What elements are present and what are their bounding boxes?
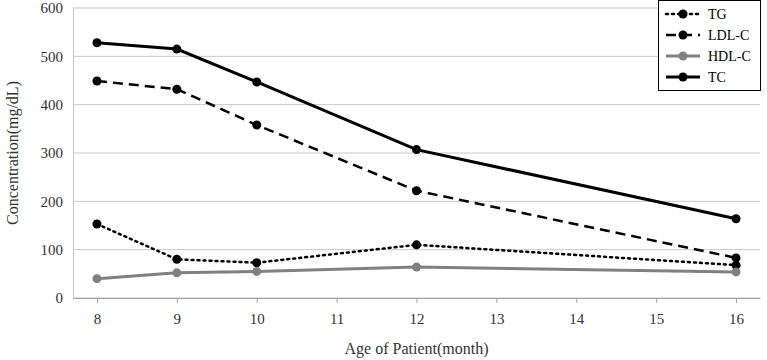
x-tick-mark: [496, 298, 497, 303]
legend-item: LDL-C: [666, 28, 749, 43]
series-marker: [172, 85, 181, 94]
series-marker: [252, 258, 261, 267]
x-tick-label: 16: [729, 311, 745, 327]
series-marker: [92, 38, 101, 47]
x-tick-label: 15: [649, 311, 664, 327]
x-tick-label: 9: [174, 311, 182, 327]
legend-label: TG: [708, 7, 727, 22]
legend-item: TG: [666, 7, 727, 22]
x-tick-mark: [417, 298, 418, 303]
x-tick: 10: [250, 298, 265, 327]
grid-line: [73, 8, 760, 9]
x-tick: 11: [330, 298, 344, 327]
x-tick-mark: [177, 298, 178, 303]
chart: 0 100 200 300 400 500 600 8 9 10 11 12 13 14 15 16 Age o…: [0, 0, 767, 360]
legend-marker: [679, 73, 688, 82]
y-tick: 300: [41, 145, 74, 161]
series-marker: [732, 267, 741, 276]
legend: TG LDL-C HDL-C TC: [659, 1, 761, 91]
plot: 0 100 200 300 400 500 600 8 9 10 11 12 13 14 15 16: [41, 0, 761, 326]
series-marker: [732, 253, 741, 262]
series-marker: [92, 274, 101, 283]
x-tick-mark: [656, 298, 657, 303]
series-line: [97, 43, 736, 219]
x-tick-label: 12: [410, 311, 425, 327]
y-axis-line: [73, 9, 74, 299]
y-tick: 400: [41, 97, 74, 113]
y-tick-label: 300: [41, 145, 64, 161]
x-tick-label: 14: [569, 311, 585, 327]
legend-label: TC: [708, 70, 726, 85]
y-tick-label: 0: [56, 290, 64, 306]
series-marker: [252, 120, 261, 129]
x-tick: 8: [94, 298, 102, 327]
x-tick: 16: [729, 298, 745, 327]
series-marker: [92, 76, 101, 85]
legend-item: HDL-C: [666, 49, 751, 64]
y-tick-label: 400: [41, 97, 64, 113]
x-tick: 15: [649, 298, 664, 327]
x-tick-label: 11: [330, 311, 344, 327]
grid: [73, 8, 760, 298]
x-tick-mark: [97, 298, 98, 303]
series-marker: [172, 268, 181, 277]
x-tick-label: 13: [489, 311, 504, 327]
x-tick-label: 10: [250, 311, 265, 327]
legend-box: [659, 1, 761, 91]
series-marker: [252, 267, 261, 276]
legend-marker: [679, 31, 688, 40]
x-tick: 14: [569, 298, 585, 327]
legend-item: TC: [666, 70, 726, 85]
y-axis-title: Concentration(mg/dL): [4, 81, 22, 225]
y-tick-label: 200: [41, 194, 64, 210]
y-axis: 0 100 200 300 400 500 600: [41, 0, 74, 306]
x-tick-mark: [257, 298, 258, 303]
y-tick-label: 100: [41, 242, 64, 258]
x-tick-mark: [736, 298, 737, 303]
y-tick-label: 600: [41, 0, 64, 16]
series-line: [97, 224, 736, 265]
series-line: [97, 81, 736, 258]
series-marker: [412, 186, 421, 195]
series-marker: [412, 263, 421, 272]
series-marker: [412, 145, 421, 154]
y-tick: 200: [41, 194, 74, 210]
x-tick: 13: [489, 298, 504, 327]
x-tick: 9: [174, 298, 182, 327]
series-marker: [172, 255, 181, 264]
legend-label: HDL-C: [708, 49, 751, 64]
series-marker: [732, 214, 741, 223]
grid-line: [73, 56, 760, 57]
x-tick-label: 8: [94, 311, 102, 327]
x-tick-mark: [576, 298, 577, 303]
legend-marker: [679, 52, 688, 61]
series-marker: [412, 240, 421, 249]
x-axis: 8 9 10 11 12 13 14 15 16: [74, 298, 761, 327]
series-marker: [252, 77, 261, 86]
y-tick: 100: [41, 242, 74, 258]
data-area: [92, 38, 740, 283]
y-tick: 600: [41, 0, 74, 16]
legend-label: LDL-C: [708, 28, 749, 43]
legend-marker: [679, 10, 688, 19]
y-tick: 500: [41, 49, 74, 65]
x-axis-title: Age of Patient(month): [345, 340, 489, 358]
y-tick-label: 500: [41, 49, 64, 65]
series-marker: [92, 220, 101, 229]
x-tick: 12: [410, 298, 425, 327]
series-marker: [172, 45, 181, 54]
grid-line: [73, 104, 760, 105]
x-tick-mark: [337, 298, 338, 303]
y-tick: 0: [56, 290, 74, 306]
